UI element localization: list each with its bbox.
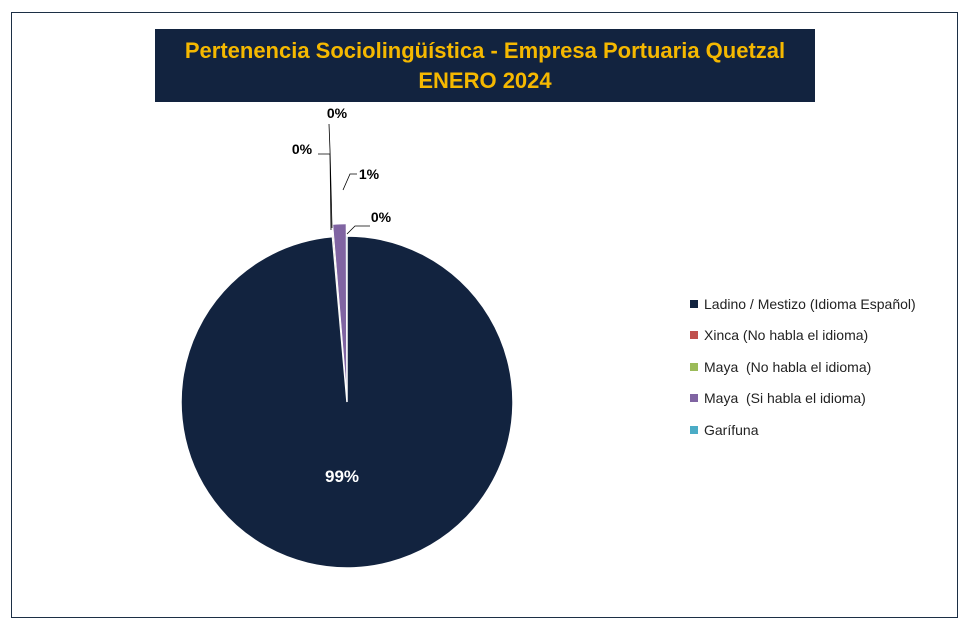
- legend-swatch-garifuna: [690, 425, 698, 434]
- legend-item-xinca[interactable]: Xinca (No habla el idioma): [690, 320, 958, 352]
- legend-label-garifuna: Garífuna: [704, 421, 759, 438]
- data-label-garifuna: 0%: [371, 209, 392, 225]
- pie-slices: [180, 223, 514, 569]
- pie-slice-garifuna[interactable]: [346, 235, 348, 403]
- legend-item-maya-no-habla[interactable]: Maya (No habla el idioma): [690, 351, 958, 383]
- legend-swatch-maya-si-habla: [690, 394, 698, 403]
- chart-title-line-2: ENERO 2024: [418, 67, 552, 93]
- leader-line-maya-no-habla: [328, 123, 333, 229]
- legend-swatch-ladino: [690, 299, 698, 308]
- legend-label-xinca: Xinca (No habla el idioma): [704, 327, 869, 344]
- legend-label-maya-no-habla: Maya (No habla el idioma): [704, 358, 872, 375]
- data-label-ladino: 99%: [325, 467, 359, 486]
- pie-slice-maya-no-habla[interactable]: [332, 236, 348, 403]
- legend-label-maya-si-habla: Maya (Si habla el idioma): [704, 390, 866, 407]
- legend-label-ladino: Ladino / Mestizo (Idioma Español): [704, 295, 916, 312]
- chart-title-box: Pertenencia Sociolingüística - Empresa P…: [155, 29, 815, 102]
- leader-line-xinca: [318, 153, 332, 231]
- data-label-maya-no-habla: 0%: [327, 105, 348, 121]
- pie-slice-maya-si-habla[interactable]: [332, 223, 347, 391]
- legend-swatch-maya-no-habla: [690, 362, 698, 371]
- leader-line-garifuna: [346, 225, 370, 235]
- data-label-maya-si-habla: 1%: [359, 166, 380, 182]
- data-label-xinca: 0%: [292, 141, 313, 157]
- leader-line-maya-si-habla: [342, 173, 357, 191]
- chart-title-line-1: Pertenencia Sociolingüística - Empresa P…: [184, 37, 786, 63]
- legend-swatch-xinca: [690, 331, 698, 340]
- legend-item-ladino[interactable]: Ladino / Mestizo (Idioma Español): [690, 288, 958, 320]
- data-labels: 99% 0% 0% 1% 0%: [292, 105, 392, 486]
- legend-item-garifuna[interactable]: Garífuna: [690, 414, 958, 446]
- leader-lines: [318, 123, 370, 235]
- legend-item-maya-si-habla[interactable]: Maya (Si habla el idioma): [690, 383, 958, 415]
- legend: Ladino / Mestizo (Idioma Español) Xinca …: [690, 288, 958, 446]
